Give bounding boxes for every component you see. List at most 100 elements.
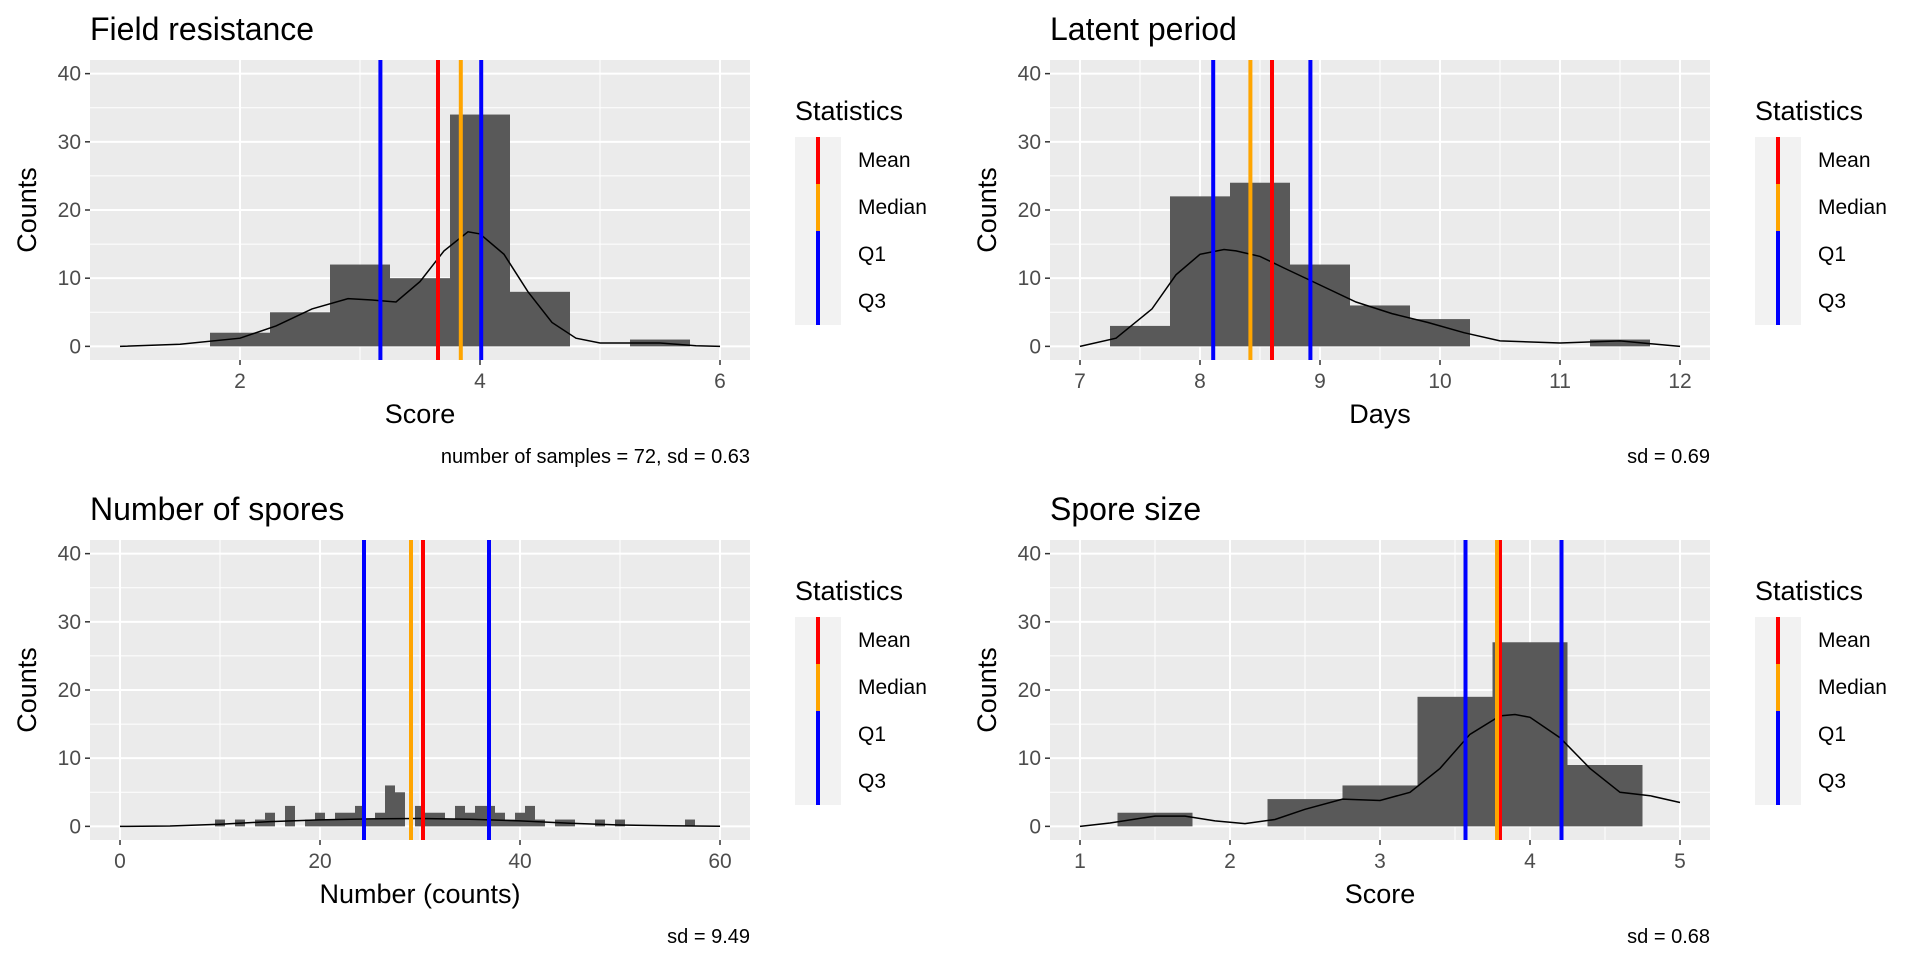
y-tick-label: 10: [58, 267, 81, 290]
legend-label-q1: Q1: [1818, 243, 1846, 266]
density-curve: [1079, 248, 1681, 348]
panel-spore-size: Spore size 0 10 20 30 40 1 2 3 4 5 Score Counts sd = …: [960, 480, 1920, 960]
x-tick-label: 5: [1674, 850, 1686, 873]
x-tick-label: 2: [234, 370, 246, 393]
histogram-bar: [415, 805, 425, 827]
chart-svg: Spore size 0 10 20 30 40 1 2 3 4 5 Score Counts sd = …: [972, 491, 1887, 948]
y-tick-label: 30: [58, 131, 81, 154]
caption: sd = 9.49: [667, 926, 750, 948]
legend-title: Statistics: [795, 96, 903, 126]
chart-title: Spore size: [1050, 491, 1201, 527]
x-tick-label: 7: [1074, 370, 1086, 393]
histogram-bar: [1410, 319, 1470, 347]
y-tick-label: 20: [1018, 679, 1041, 702]
histogram-bar: [445, 819, 455, 827]
histogram-bar: [1267, 799, 1343, 827]
histogram-bar: [365, 819, 375, 827]
histogram-bar: [270, 312, 330, 347]
y-axis-title: Counts: [12, 167, 42, 253]
y-tick-label: 30: [1018, 611, 1041, 634]
legend-label-mean: Mean: [1818, 149, 1871, 172]
histogram-bar: [510, 291, 570, 347]
x-tick-label: 20: [308, 850, 331, 873]
chart-svg: Latent period 0 10 20 30 40 7 8 9 10 11 12 Days Count…: [972, 11, 1887, 468]
histogram-bar: [615, 819, 625, 827]
y-axis-title: Counts: [12, 647, 42, 733]
y-tick-label: 10: [1018, 747, 1041, 770]
histogram-bar: [210, 332, 270, 347]
x-axis-title: Days: [1349, 399, 1411, 429]
panel-latent-period: Latent period 0 10 20 30 40 7 8 9 10 11 12 Days Count…: [960, 0, 1920, 480]
density-curve: [1079, 713, 1681, 828]
y-tick-label: 30: [1018, 131, 1041, 154]
histogram-bar: [435, 812, 445, 827]
x-tick-label: 10: [1428, 370, 1451, 393]
histogram-bar: [1590, 339, 1650, 347]
panel-number-of-spores: Number of spores 0 10 20 30 40 0 20 40 60 Number (…: [0, 480, 960, 960]
chart-title: Field resistance: [90, 11, 314, 47]
x-tick-label: 60: [708, 850, 731, 873]
x-tick-label: 2: [1224, 850, 1236, 873]
y-tick-label: 40: [1018, 63, 1041, 86]
histogram-bar: [535, 819, 545, 827]
histogram-bar: [1567, 765, 1643, 827]
legend-label-median: Median: [858, 196, 927, 219]
y-tick-label: 0: [1029, 815, 1041, 838]
y-tick-label: 10: [58, 747, 81, 770]
chart-svg: Number of spores 0 10 20 30 40 0 20 40 60 Number (…: [12, 491, 927, 948]
histogram-bar: [595, 819, 605, 827]
x-tick-label: 8: [1194, 370, 1206, 393]
x-tick-label: 4: [1524, 850, 1536, 873]
y-tick-label: 40: [58, 543, 81, 566]
x-tick-label: 40: [508, 850, 531, 873]
histogram-bar: [1230, 182, 1290, 347]
y-tick-label: 0: [69, 815, 81, 838]
chart-svg: Field resistance 0 10 20 30 40 2 4 6 Score Counts n…: [12, 11, 927, 468]
histogram-bar: [425, 812, 435, 827]
y-tick-label: 20: [58, 199, 81, 222]
legend-label-q3: Q3: [1818, 290, 1846, 313]
y-tick-label: 40: [58, 63, 81, 86]
histogram-bar: [390, 278, 450, 347]
legend-title: Statistics: [1755, 576, 1863, 606]
histogram-bar: [355, 805, 365, 827]
x-tick-label: 0: [114, 850, 126, 873]
panel-field-resistance: Field resistance 0 10 20 30 40 2 4 6 Score Counts n…: [0, 0, 960, 480]
legend-label-median: Median: [858, 676, 927, 699]
chart-title: Latent period: [1050, 11, 1237, 47]
y-tick-label: 40: [1018, 543, 1041, 566]
x-tick-label: 6: [714, 370, 726, 393]
histogram-bar: [395, 792, 405, 827]
caption: sd = 0.69: [1627, 446, 1710, 468]
y-tick-label: 10: [1018, 267, 1041, 290]
chart-title: Number of spores: [90, 491, 344, 527]
histogram-bar: [505, 819, 515, 827]
y-tick-label: 0: [1029, 335, 1041, 358]
histogram-bar: [1342, 785, 1418, 827]
legend-label-q1: Q1: [858, 243, 886, 266]
legend-label-q3: Q3: [858, 290, 886, 313]
x-tick-label: 3: [1374, 850, 1386, 873]
histogram-bar: [385, 785, 395, 827]
legend-label-q1: Q1: [858, 723, 886, 746]
x-tick-label: 1: [1074, 850, 1086, 873]
density-curve: [119, 231, 721, 348]
legend-label-q1: Q1: [1818, 723, 1846, 746]
histogram-bar: [525, 805, 535, 827]
legend-label-q3: Q3: [1818, 770, 1846, 793]
histogram-bar: [455, 805, 465, 827]
legend-title: Statistics: [1755, 96, 1863, 126]
histogram-bar: [515, 812, 525, 827]
legend-label-mean: Mean: [1818, 629, 1871, 652]
histogram-bar: [325, 819, 335, 827]
density-curve: [119, 817, 721, 828]
histogram-bar: [215, 819, 225, 827]
legend-label-median: Median: [1818, 196, 1887, 219]
histogram-bar: [685, 819, 695, 827]
caption: sd = 0.68: [1627, 926, 1710, 948]
x-tick-label: 4: [474, 370, 486, 393]
x-axis-title: Score: [1345, 879, 1416, 909]
histogram-bar: [255, 819, 265, 827]
histogram-bar: [305, 819, 315, 827]
